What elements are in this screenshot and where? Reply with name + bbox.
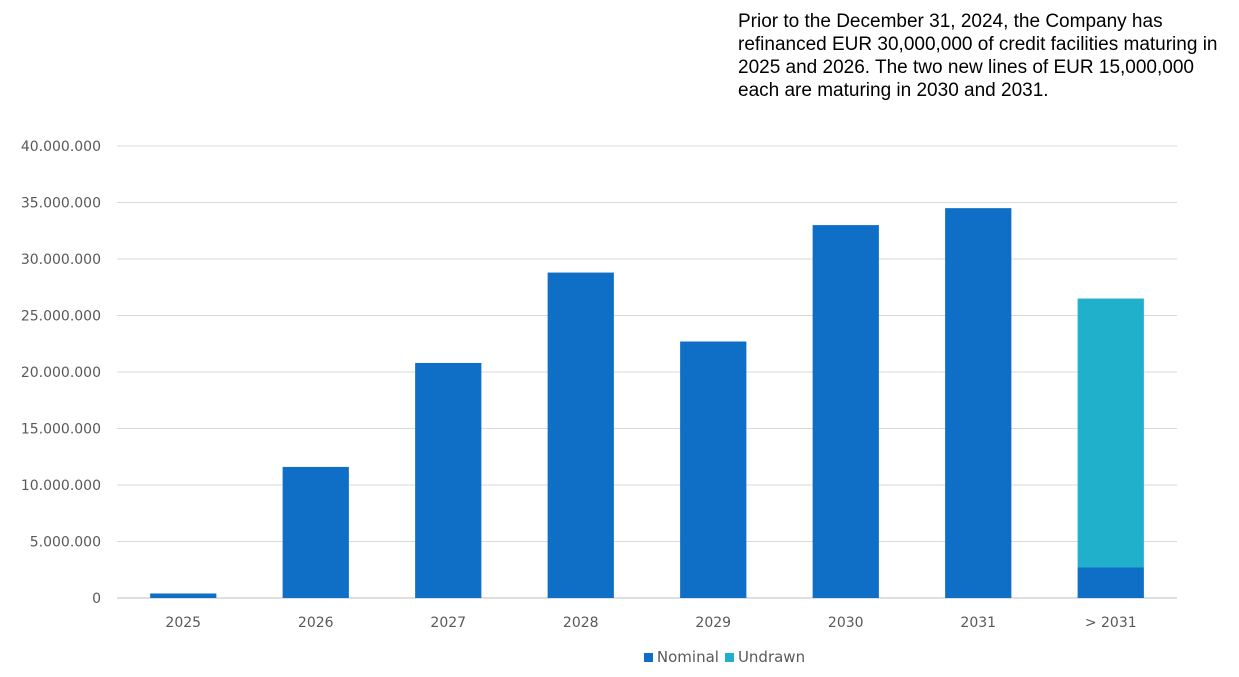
legend-label-undrawn: Undrawn: [737, 648, 806, 666]
x-tick-label: 2030: [828, 615, 864, 631]
bar-undrawn: [1077, 298, 1144, 568]
legend-item-nominal: Nominal: [643, 648, 719, 666]
y-tick-label: 40.000.000: [21, 139, 101, 155]
x-tick-label: > 2031: [1085, 615, 1137, 631]
legend-item-undrawn: Undrawn: [724, 648, 806, 666]
y-tick-label: 15.000.000: [21, 422, 101, 438]
chart-legend: Nominal Undrawn: [0, 648, 1239, 666]
bar-nominal: [812, 225, 879, 598]
refinancing-note-text: Prior to the December 31, 2024, the Comp…: [738, 11, 1218, 101]
bar-nominal: [680, 341, 747, 598]
bar-nominal: [282, 466, 349, 598]
refinancing-note: Prior to the December 31, 2024, the Comp…: [738, 10, 1228, 102]
bar-nominal: [945, 208, 1012, 598]
y-tick-label: 20.000.000: [21, 365, 101, 381]
y-tick-label: 10.000.000: [21, 478, 101, 494]
x-tick-label: 2026: [298, 615, 334, 631]
bar-nominal: [547, 272, 614, 598]
y-tick-label: 35.000.000: [21, 196, 101, 212]
bar-nominal: [415, 362, 482, 598]
y-tick-label: 5.000.000: [30, 535, 101, 551]
x-tick-label: 2028: [563, 615, 599, 631]
bar-nominal: [150, 593, 217, 598]
x-tick-label: 2031: [960, 615, 996, 631]
x-tick-label: 2027: [430, 615, 466, 631]
y-tick-label: 25.000.000: [21, 309, 101, 325]
bar-nominal: [1077, 567, 1144, 598]
legend-swatch-undrawn: [724, 652, 734, 662]
x-tick-label: 2029: [695, 615, 731, 631]
x-tick-label: 2025: [165, 615, 201, 631]
y-tick-label: 30.000.000: [21, 252, 101, 268]
legend-swatch-nominal: [643, 652, 653, 662]
legend-label-nominal: Nominal: [656, 648, 719, 666]
y-tick-label: 0: [92, 591, 101, 607]
